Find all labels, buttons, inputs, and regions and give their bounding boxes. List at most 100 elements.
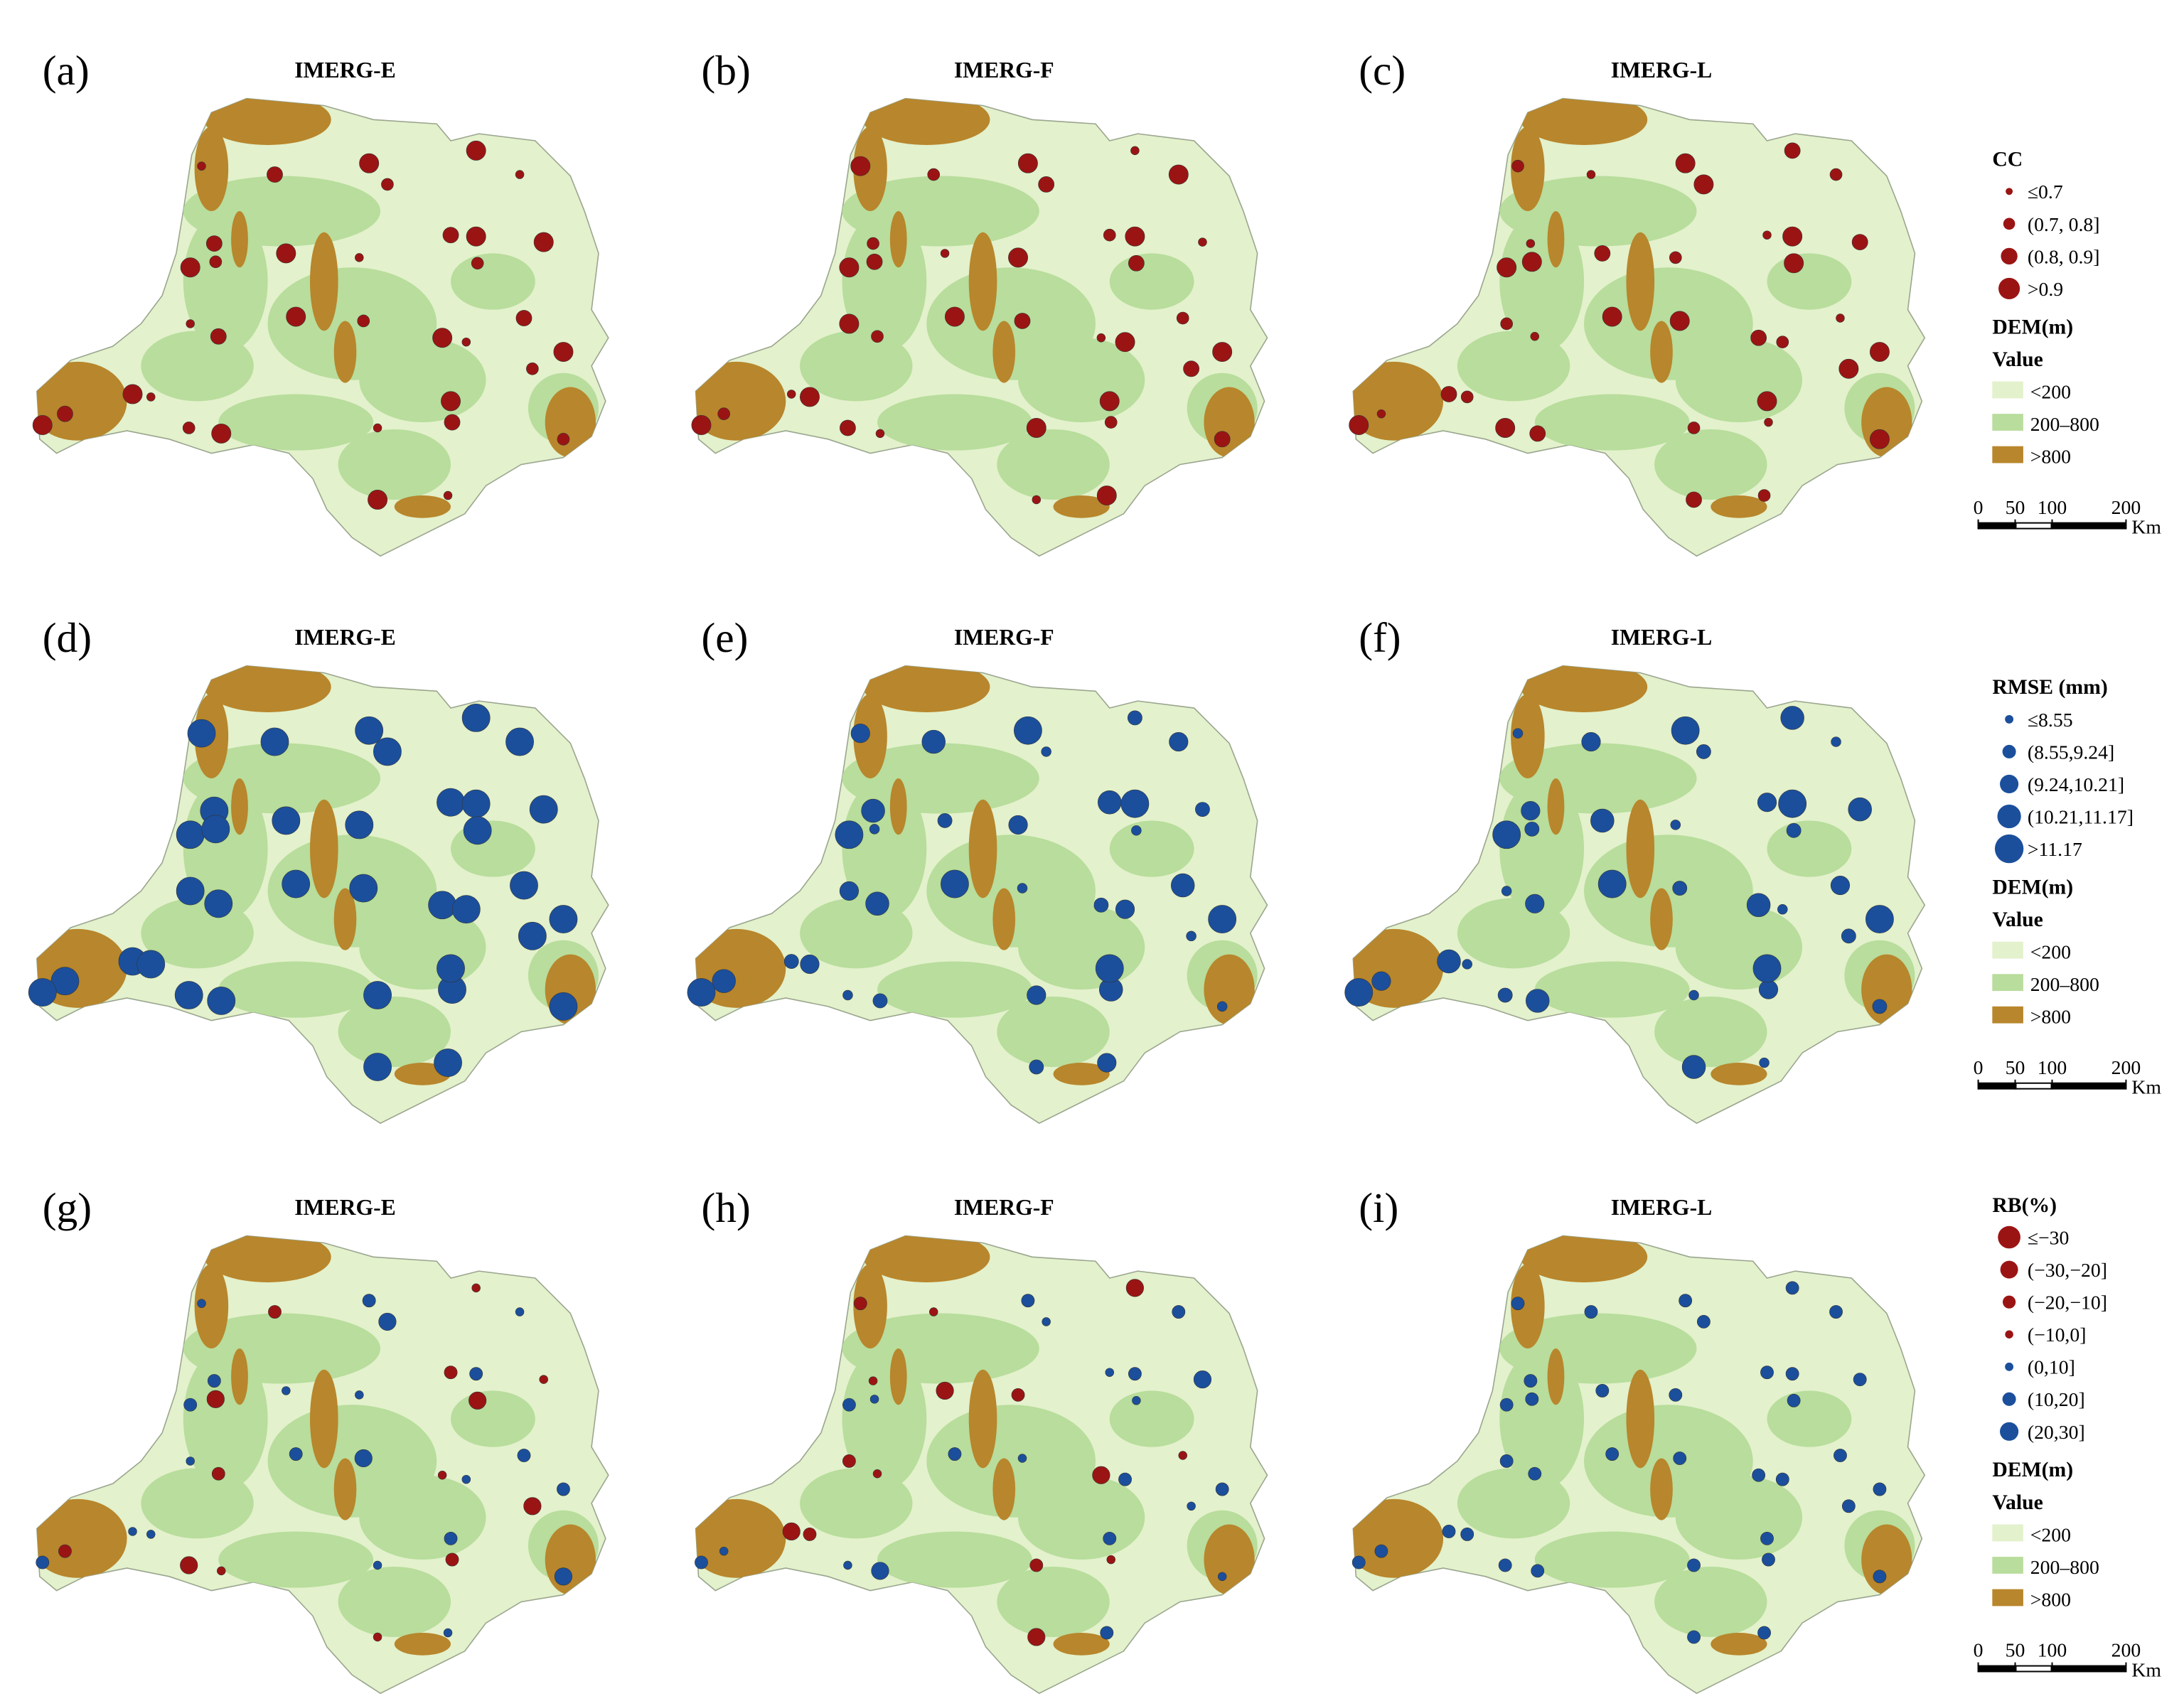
station-symbol	[944, 306, 965, 327]
station-symbol	[1183, 360, 1199, 377]
station-symbol	[866, 253, 883, 270]
station-symbol	[1500, 317, 1513, 331]
station-symbol	[1848, 797, 1872, 822]
scale-unit: Km	[2131, 515, 2161, 537]
panel-label: (d)	[43, 614, 92, 661]
terrain-midland	[451, 253, 535, 310]
station-symbol	[1760, 1366, 1774, 1380]
terrain-highland	[394, 495, 451, 518]
station-symbol	[1492, 820, 1521, 849]
station-symbol	[1032, 495, 1042, 505]
terrain-midland	[183, 1348, 268, 1490]
station-symbol	[1374, 1544, 1388, 1558]
station-symbol	[1784, 253, 1804, 274]
station-symbol	[840, 419, 856, 436]
station-symbol	[201, 815, 230, 844]
station-symbol	[871, 1562, 889, 1580]
station-symbol	[800, 954, 820, 974]
station-symbol	[211, 423, 232, 444]
station-symbol	[36, 1555, 50, 1570]
dem-item: 200–800	[2030, 973, 2099, 995]
station-symbol	[359, 153, 380, 173]
terrain-midland	[1767, 253, 1852, 310]
station-symbol	[1757, 793, 1777, 812]
terrain-highland	[1711, 1063, 1767, 1085]
map-panel: (g) IMERG-E	[36, 1184, 609, 1695]
station-symbol	[182, 422, 196, 434]
station-symbol	[1501, 886, 1512, 896]
station-symbol	[1841, 928, 1856, 944]
terrain-highland	[968, 1369, 997, 1469]
station-symbol	[1497, 257, 1517, 278]
station-symbol	[1873, 1570, 1887, 1584]
legend-item: (0,10]	[2028, 1356, 2075, 1378]
station-symbol	[1778, 789, 1807, 818]
scale-bar-segment	[2016, 1666, 2051, 1671]
station-symbol	[717, 407, 730, 420]
station-symbol	[1096, 333, 1106, 343]
panel-label: (a)	[43, 47, 90, 94]
station-symbol	[434, 1048, 462, 1077]
legend-symbol	[2005, 714, 2014, 724]
station-symbol	[32, 415, 53, 435]
station-symbol	[554, 1567, 573, 1586]
station-symbol	[1829, 1305, 1843, 1319]
station-symbol	[1681, 1055, 1706, 1079]
terrain-midland	[877, 394, 1032, 451]
station-symbol	[868, 1376, 878, 1385]
station-symbol	[1830, 875, 1851, 896]
station-symbol	[373, 1632, 382, 1642]
dem-swatch	[1992, 446, 2023, 463]
dem-swatch	[1992, 1524, 2023, 1542]
station-symbol	[469, 1367, 483, 1381]
station-symbol	[260, 727, 289, 756]
station-symbol	[1130, 146, 1140, 156]
station-symbol	[180, 257, 200, 278]
station-symbol	[1349, 415, 1369, 435]
legend-symbol	[1994, 834, 2024, 864]
station-symbol	[1097, 1053, 1117, 1073]
terrain-highland	[1626, 799, 1655, 898]
terrain-highland	[1626, 1369, 1655, 1469]
station-symbol	[378, 1312, 397, 1331]
map-panel: (e) IMERG-F	[687, 614, 1268, 1125]
station-symbol	[1440, 386, 1457, 402]
station-symbol	[1178, 1451, 1187, 1460]
legend: RMSE (mm) ≤8.55 (8.55,9.24] (9.24,10.21] (10…	[1974, 676, 2162, 1098]
dem-title: DEM(m)	[1992, 1459, 2073, 1481]
terrain-highland	[992, 888, 1016, 950]
terrain-highland	[194, 127, 229, 212]
station-symbol	[1170, 873, 1195, 898]
station-symbol	[1670, 820, 1681, 830]
station-symbol	[1212, 342, 1233, 363]
station-symbol	[272, 806, 301, 835]
station-symbol	[1125, 226, 1145, 247]
scale-bar-segment	[2016, 1083, 2051, 1088]
terrain-midland	[997, 429, 1110, 500]
station-symbol	[128, 1527, 137, 1536]
station-symbol	[1099, 391, 1120, 412]
terrain-midland	[218, 961, 374, 1018]
station-symbol	[843, 1560, 852, 1570]
station-symbol	[557, 433, 570, 446]
station-symbol	[842, 989, 853, 1001]
station-symbol	[1103, 1531, 1117, 1545]
station-symbol	[1687, 422, 1701, 434]
terrain-highland	[545, 1524, 596, 1595]
terrain-highland	[1520, 1235, 1648, 1282]
station-symbol	[445, 1552, 459, 1567]
panel-label: (h)	[701, 1184, 750, 1231]
station-symbol	[1103, 228, 1116, 242]
station-symbol	[691, 415, 712, 435]
scale-tick-label: 100	[2038, 1056, 2067, 1078]
station-symbol	[282, 869, 311, 898]
station-symbol	[471, 1283, 481, 1293]
station-symbol	[1831, 736, 1841, 747]
station-symbol	[1693, 174, 1714, 195]
scale-tick-label: 50	[2006, 496, 2025, 518]
terrain-highland	[204, 98, 331, 145]
station-symbol	[205, 235, 223, 252]
legend-title: CC	[1992, 149, 2023, 171]
terrain-highland	[1861, 954, 1912, 1025]
legend-item: (20,30]	[2028, 1421, 2085, 1443]
